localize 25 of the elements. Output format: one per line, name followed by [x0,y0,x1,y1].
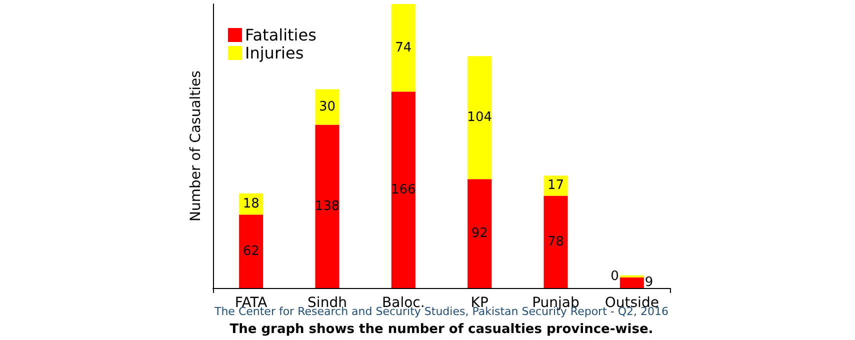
bar [544,196,568,288]
data-label: 18 [242,196,260,212]
bar [391,92,416,288]
bar [315,89,340,125]
data-label: 74 [395,40,412,56]
data-label: 138 [314,198,340,214]
data-label: 30 [318,99,336,114]
data-label: 92 [471,226,488,242]
data-label: 0 [610,268,619,284]
legend-label: Injuries [245,44,304,62]
data-label: 9 [644,275,654,290]
legend-label: Fatalities [245,26,316,44]
bar [620,277,644,288]
bar [391,4,416,92]
bar [468,56,492,180]
data-label: 62 [242,244,260,259]
text: The graph shows the number of casualties province-wise. [230,322,654,337]
data-label: 104 [467,110,492,126]
data-label: 78 [547,234,564,250]
bar [468,179,492,288]
bar [315,124,340,288]
data-label: 166 [391,182,416,198]
data-label: 17 [547,178,564,194]
y-axis-title: Number of Casualties [188,70,204,222]
bar [239,214,264,288]
